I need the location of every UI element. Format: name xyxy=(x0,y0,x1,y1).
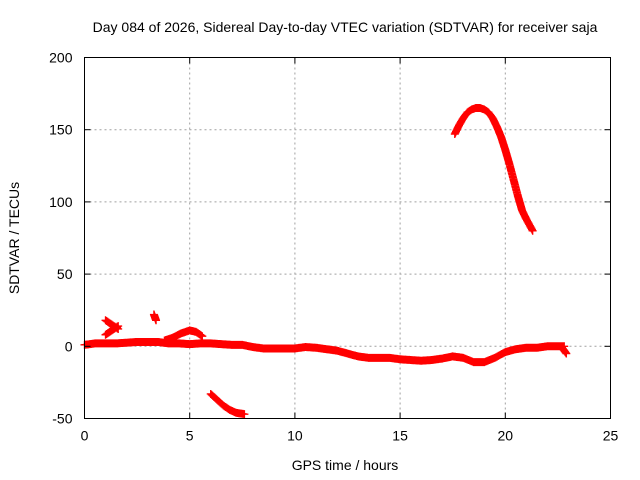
data-marker-trace xyxy=(149,310,161,325)
y-tick-label: 100 xyxy=(49,194,73,210)
chart-title: Day 084 of 2026, Sidereal Day-to-day VTE… xyxy=(93,19,598,35)
x-tick-label: 0 xyxy=(81,428,89,444)
data-marker-trace xyxy=(80,337,569,367)
trace-end-dip xyxy=(558,343,571,358)
data-marker-trace xyxy=(450,104,537,235)
trace-early-decline xyxy=(101,316,123,333)
data-marker-trace xyxy=(160,326,207,345)
y-tick-label: 200 xyxy=(49,50,73,66)
trace-bump xyxy=(160,326,207,345)
data-points xyxy=(80,104,571,419)
trace-small-cluster xyxy=(149,310,161,325)
x-tick-label: 10 xyxy=(287,428,303,444)
trace-main-baseline xyxy=(80,337,569,367)
grid-lines xyxy=(84,57,611,419)
data-marker-trace xyxy=(101,316,123,333)
y-tick-label: 150 xyxy=(49,122,73,138)
trace-negative-arc xyxy=(206,389,249,419)
trace-high-arc xyxy=(450,104,537,235)
x-axis-label: GPS time / hours xyxy=(292,457,399,473)
axis-ticks: 0 5 10 15 20 25 -50 0 50 100 150 200 xyxy=(49,50,618,444)
data-marker-trace xyxy=(558,343,571,358)
plot-frame xyxy=(84,57,611,419)
y-axis-label: SDTVAR / TECUs xyxy=(6,182,22,294)
x-tick-label: 5 xyxy=(186,428,194,444)
x-tick-label: 15 xyxy=(392,428,408,444)
x-tick-label: 20 xyxy=(498,428,514,444)
y-tick-label: -50 xyxy=(52,411,72,427)
y-tick-label: 50 xyxy=(57,266,73,282)
y-tick-label: 0 xyxy=(65,338,73,354)
x-tick-label: 25 xyxy=(603,428,619,444)
data-marker-trace xyxy=(206,389,249,419)
